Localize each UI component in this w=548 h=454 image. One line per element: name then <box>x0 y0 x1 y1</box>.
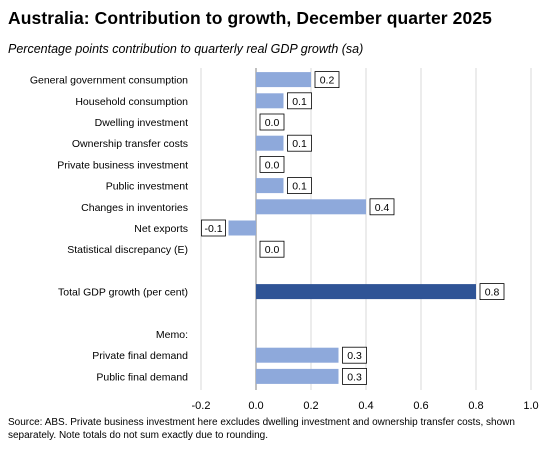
data-label-text: 0.0 <box>265 244 280 256</box>
x-tick-label: 0.6 <box>413 400 428 412</box>
category-label: Dwelling investment <box>95 117 188 129</box>
x-axis-tick-labels: -0.2 0.0 0.2 0.4 0.6 0.8 1.0 <box>192 400 539 412</box>
x-tick-label: 0.2 <box>303 400 318 412</box>
category-label: Changes in inventories <box>81 202 188 214</box>
category-label: Private final demand <box>92 350 188 362</box>
data-label: 0.1 <box>287 92 312 110</box>
category-label: Public investment <box>106 181 188 193</box>
data-label: 0.1 <box>287 177 312 195</box>
category-label: Net exports <box>134 223 188 235</box>
data-label-text: 0.0 <box>265 117 280 129</box>
x-tick-label: 1.0 <box>523 400 538 412</box>
chart-subtitle: Percentage points contribution to quarte… <box>8 42 364 56</box>
data-label-box <box>201 219 226 237</box>
data-label-text: 0.0 <box>265 159 280 171</box>
bar <box>256 347 339 363</box>
data-label-text: 0.1 <box>292 181 307 193</box>
data-label-box <box>479 283 505 301</box>
data-label-text: 0.1 <box>292 138 307 150</box>
data-label-box <box>287 134 312 152</box>
category-label: General government consumption <box>30 75 188 87</box>
data-label: 0.0 <box>259 240 285 258</box>
category-label: Statistical discrepancy (E) <box>67 244 188 256</box>
category-label: Private business investment <box>57 159 188 171</box>
data-label-box <box>369 198 395 216</box>
x-tick-label: 0.8 <box>468 400 483 412</box>
data-label: 0.4 <box>369 198 395 216</box>
data-label: 0.8 <box>479 283 505 301</box>
bars <box>228 72 476 384</box>
bar <box>256 368 339 384</box>
data-label: 0.0 <box>259 155 285 173</box>
data-label-box <box>259 155 285 173</box>
data-label: 0.2 <box>314 71 340 88</box>
bar <box>228 220 256 236</box>
data-label: 0.1 <box>287 134 312 152</box>
chart-title: Australia: Contribution to growth, Decem… <box>8 8 493 28</box>
data-label: 0.3 <box>342 346 367 364</box>
bar <box>256 178 284 194</box>
data-label-box <box>287 177 312 195</box>
data-label-box <box>314 71 340 88</box>
data-label-box <box>342 346 367 364</box>
data-label-box <box>259 113 285 131</box>
data-label: -0.1 <box>201 219 226 237</box>
data-label-box <box>342 367 367 385</box>
data-label: 0.3 <box>342 367 367 385</box>
category-label: Household consumption <box>75 96 188 108</box>
category-label: Public final demand <box>96 371 188 383</box>
bar <box>256 72 311 88</box>
data-label-text: 0.4 <box>375 202 390 214</box>
data-label-text: 0.1 <box>292 96 307 108</box>
category-labels: General government consumption Household … <box>30 75 188 384</box>
bar <box>256 93 284 109</box>
bar <box>256 135 284 151</box>
data-labels: 0.2 0.1 0.0 0.1 0.0 0.1 0.4 -0.1 0.0 0.8 0.3 0.3 <box>201 71 505 385</box>
source-note: Source: ABS. Private business investment… <box>8 417 515 441</box>
total-bar <box>256 284 476 300</box>
x-tick-label: 0.4 <box>358 400 373 412</box>
bar <box>256 199 366 215</box>
category-label: Ownership transfer costs <box>72 138 188 150</box>
x-tick-label: -0.2 <box>192 400 211 412</box>
data-label-text: 0.8 <box>485 287 500 299</box>
memo-heading: Memo: <box>156 329 188 341</box>
data-label-box <box>287 92 312 110</box>
x-tick-label: 0.0 <box>248 400 263 412</box>
data-label-text: 0.3 <box>347 371 362 383</box>
data-label-text: 0.2 <box>320 75 335 87</box>
category-label: Total GDP growth (per cent) <box>58 287 188 299</box>
data-label: 0.0 <box>259 113 285 131</box>
data-label-box <box>259 240 285 258</box>
data-label-text: 0.3 <box>347 350 362 362</box>
gridlines <box>200 68 532 390</box>
data-label-text: -0.1 <box>204 223 222 235</box>
